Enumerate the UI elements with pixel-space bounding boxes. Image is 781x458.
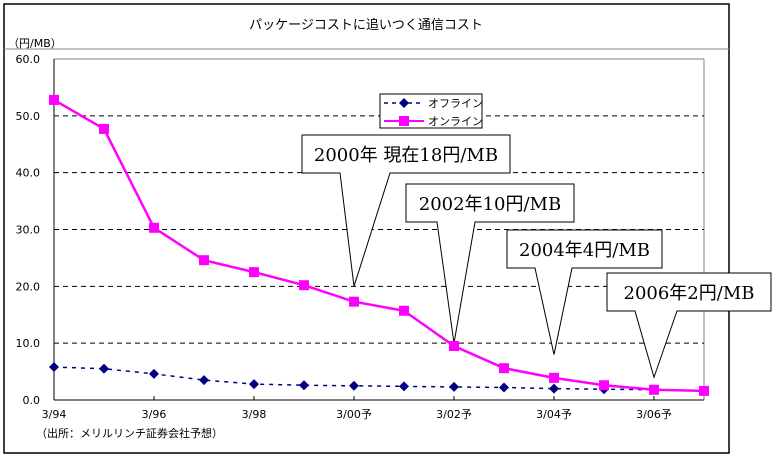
data-point-offline: [199, 375, 209, 386]
legend-offline-marker: [399, 98, 409, 108]
legend: オフライン オンライン: [379, 93, 483, 129]
callout-bubble: [405, 183, 575, 344]
data-point-offline: [299, 380, 309, 391]
y-tick-label: 0.0: [23, 394, 41, 407]
data-point-online: [99, 123, 109, 134]
x-tick-label: 3/94: [42, 408, 67, 421]
callout-bubble: [301, 134, 511, 287]
x-tick-label: 3/04予: [536, 408, 572, 421]
x-tick-label: 3/06予: [636, 408, 672, 421]
x-tick-label: 3/00予: [336, 408, 372, 421]
data-point-online: [649, 384, 659, 395]
callout-label: 2002年10円/MB: [419, 194, 561, 215]
source-note: （出所：メリルリンチ証券会社予想）: [36, 426, 223, 440]
y-tick-label: 10.0: [16, 337, 41, 350]
legend-online-label: オンライン: [428, 115, 483, 128]
data-point-offline: [149, 368, 159, 379]
data-point-offline: [349, 380, 359, 391]
legend-online-marker: [399, 116, 409, 126]
data-point-online: [49, 94, 59, 105]
data-point-offline: [499, 382, 509, 393]
x-tick-label: 3/02予: [436, 408, 472, 421]
data-point-online: [199, 255, 209, 266]
data-point-offline: [449, 381, 459, 392]
y-tick-label: 40.0: [16, 167, 41, 180]
series-line-online: [53, 98, 705, 393]
data-point-online: [499, 363, 509, 374]
legend-box: [379, 93, 483, 129]
x-tick-label: 3/96: [142, 408, 167, 421]
y-tick-label: 60.0: [16, 53, 41, 66]
callout-bubble: [606, 272, 772, 379]
data-point-online: [349, 296, 359, 307]
data-point-online: [699, 385, 709, 396]
callout-label: 2006年2円/MB: [624, 283, 755, 304]
data-point-offline: [99, 363, 109, 374]
callout-label: 2004年4円/MB: [519, 240, 650, 261]
legend-offline-label: オフライン: [428, 97, 483, 110]
data-point-online: [549, 372, 559, 383]
data-point-online: [299, 280, 309, 291]
data-point-online: [449, 341, 459, 352]
chart-title: パッケージコストに追いつく通信コスト: [249, 17, 483, 33]
data-point-online: [399, 305, 409, 316]
y-tick-label: 30.0: [16, 224, 41, 237]
data-point-offline: [249, 379, 259, 390]
y-tick-label: 20.0: [16, 280, 41, 293]
data-point-online: [599, 380, 609, 391]
callout-label: 2000年 現在18円/MB: [314, 145, 498, 166]
data-point-online: [149, 222, 159, 233]
data-point-offline: [549, 383, 559, 394]
x-tick-label: 3/98: [242, 408, 267, 421]
data-point-online: [249, 267, 259, 278]
y-axis-label: （円/MB）: [8, 37, 62, 50]
series-line-offline: [53, 366, 705, 392]
y-tick-label: 50.0: [16, 110, 41, 123]
callout-bubble: [506, 229, 663, 355]
data-point-offline: [399, 381, 409, 392]
data-point-offline: [49, 362, 59, 373]
